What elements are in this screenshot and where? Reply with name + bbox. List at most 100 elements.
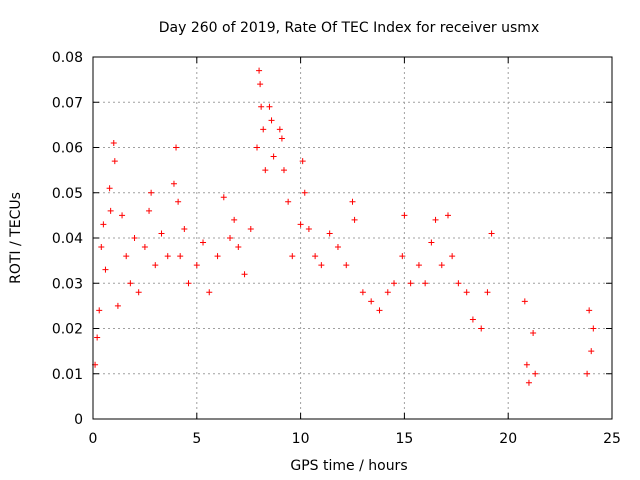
data-point <box>141 244 148 251</box>
data-point <box>127 280 134 287</box>
data-point <box>359 289 366 296</box>
y-axis-label: ROTI / TECUs <box>8 192 24 284</box>
data-point <box>98 244 105 251</box>
y-tick-label: 0.06 <box>52 141 83 157</box>
data-point <box>94 334 101 341</box>
x-tick-label: 5 <box>192 431 201 447</box>
data-point <box>158 230 165 237</box>
data-point <box>146 207 153 214</box>
data-point <box>164 253 171 260</box>
data-point <box>220 194 227 201</box>
data-point <box>305 225 312 232</box>
data-point <box>301 189 308 196</box>
data-point <box>102 266 109 273</box>
data-point <box>449 253 456 260</box>
data-point <box>280 167 287 174</box>
data-point <box>107 207 114 214</box>
data-point <box>407 280 414 287</box>
data-point <box>152 262 159 269</box>
data-point <box>258 103 265 110</box>
x-tick-label: 15 <box>395 431 413 447</box>
data-point <box>438 262 445 269</box>
data-point <box>119 212 126 219</box>
data-point <box>334 244 341 251</box>
data-point <box>170 180 177 187</box>
data-point <box>391 280 398 287</box>
data-point <box>376 307 383 314</box>
data-point <box>111 158 118 165</box>
chart-title: Day 260 of 2019, Rate Of TEC Index for r… <box>159 20 539 36</box>
y-tick-label: 0.07 <box>52 95 83 111</box>
data-point <box>257 81 264 88</box>
y-tick-label: 0.08 <box>52 50 83 66</box>
y-tick-label: 0 <box>74 412 83 428</box>
data-point <box>241 271 248 278</box>
data-point <box>254 144 261 151</box>
data-point <box>131 235 138 241</box>
data-point <box>428 239 435 246</box>
data-point <box>123 253 130 260</box>
grid-lines <box>93 57 612 419</box>
y-tick-label: 0.05 <box>52 186 83 202</box>
x-axis-label: GPS time / hours <box>290 458 407 474</box>
data-points <box>92 67 597 386</box>
data-point <box>584 370 591 377</box>
axis-ticks: 0 5 10 15 20 25 0 0.01 0.02 0.03 0.04 0.05 0.06 0.07 0… <box>52 50 621 447</box>
data-point <box>175 198 182 205</box>
data-point <box>478 325 485 332</box>
data-point <box>415 262 422 269</box>
data-point <box>285 198 292 205</box>
data-point <box>312 253 319 260</box>
y-tick-label: 0.02 <box>52 322 83 338</box>
data-point <box>444 212 451 219</box>
data-point <box>270 153 277 160</box>
data-point <box>173 144 180 151</box>
data-point <box>484 289 491 296</box>
data-point <box>268 117 275 124</box>
data-point <box>266 103 273 110</box>
data-point <box>148 189 155 196</box>
data-point <box>256 67 263 74</box>
x-tick-label: 20 <box>499 431 517 447</box>
data-point <box>469 316 476 323</box>
data-point <box>588 348 595 355</box>
data-point <box>401 212 408 219</box>
data-point <box>326 230 333 237</box>
data-point <box>260 126 267 133</box>
data-point <box>110 139 117 146</box>
data-point <box>318 262 325 269</box>
data-point <box>96 307 103 314</box>
data-point <box>368 298 375 305</box>
data-point <box>235 244 242 251</box>
data-point <box>590 325 597 332</box>
y-tick-label: 0.01 <box>52 367 83 383</box>
data-point <box>297 221 304 228</box>
data-point <box>214 253 221 260</box>
data-point <box>463 289 470 296</box>
data-point <box>276 126 283 133</box>
data-point <box>422 280 429 287</box>
data-point <box>278 135 285 142</box>
data-point <box>432 216 439 223</box>
data-point <box>289 253 296 260</box>
data-point <box>530 330 537 337</box>
data-point <box>181 225 188 232</box>
data-point <box>106 185 113 192</box>
data-point <box>206 289 213 296</box>
data-point <box>351 216 358 223</box>
data-point <box>200 239 207 246</box>
data-point <box>399 253 406 260</box>
data-point <box>185 280 192 287</box>
x-tick-label: 10 <box>292 431 310 447</box>
data-point <box>100 221 107 228</box>
data-point <box>262 167 269 174</box>
data-point <box>525 379 532 386</box>
data-point <box>349 198 356 205</box>
data-point <box>177 253 184 260</box>
data-point <box>586 307 593 314</box>
data-point <box>193 262 200 269</box>
data-point <box>523 361 530 368</box>
data-point <box>247 225 254 232</box>
y-tick-label: 0.04 <box>52 231 83 247</box>
